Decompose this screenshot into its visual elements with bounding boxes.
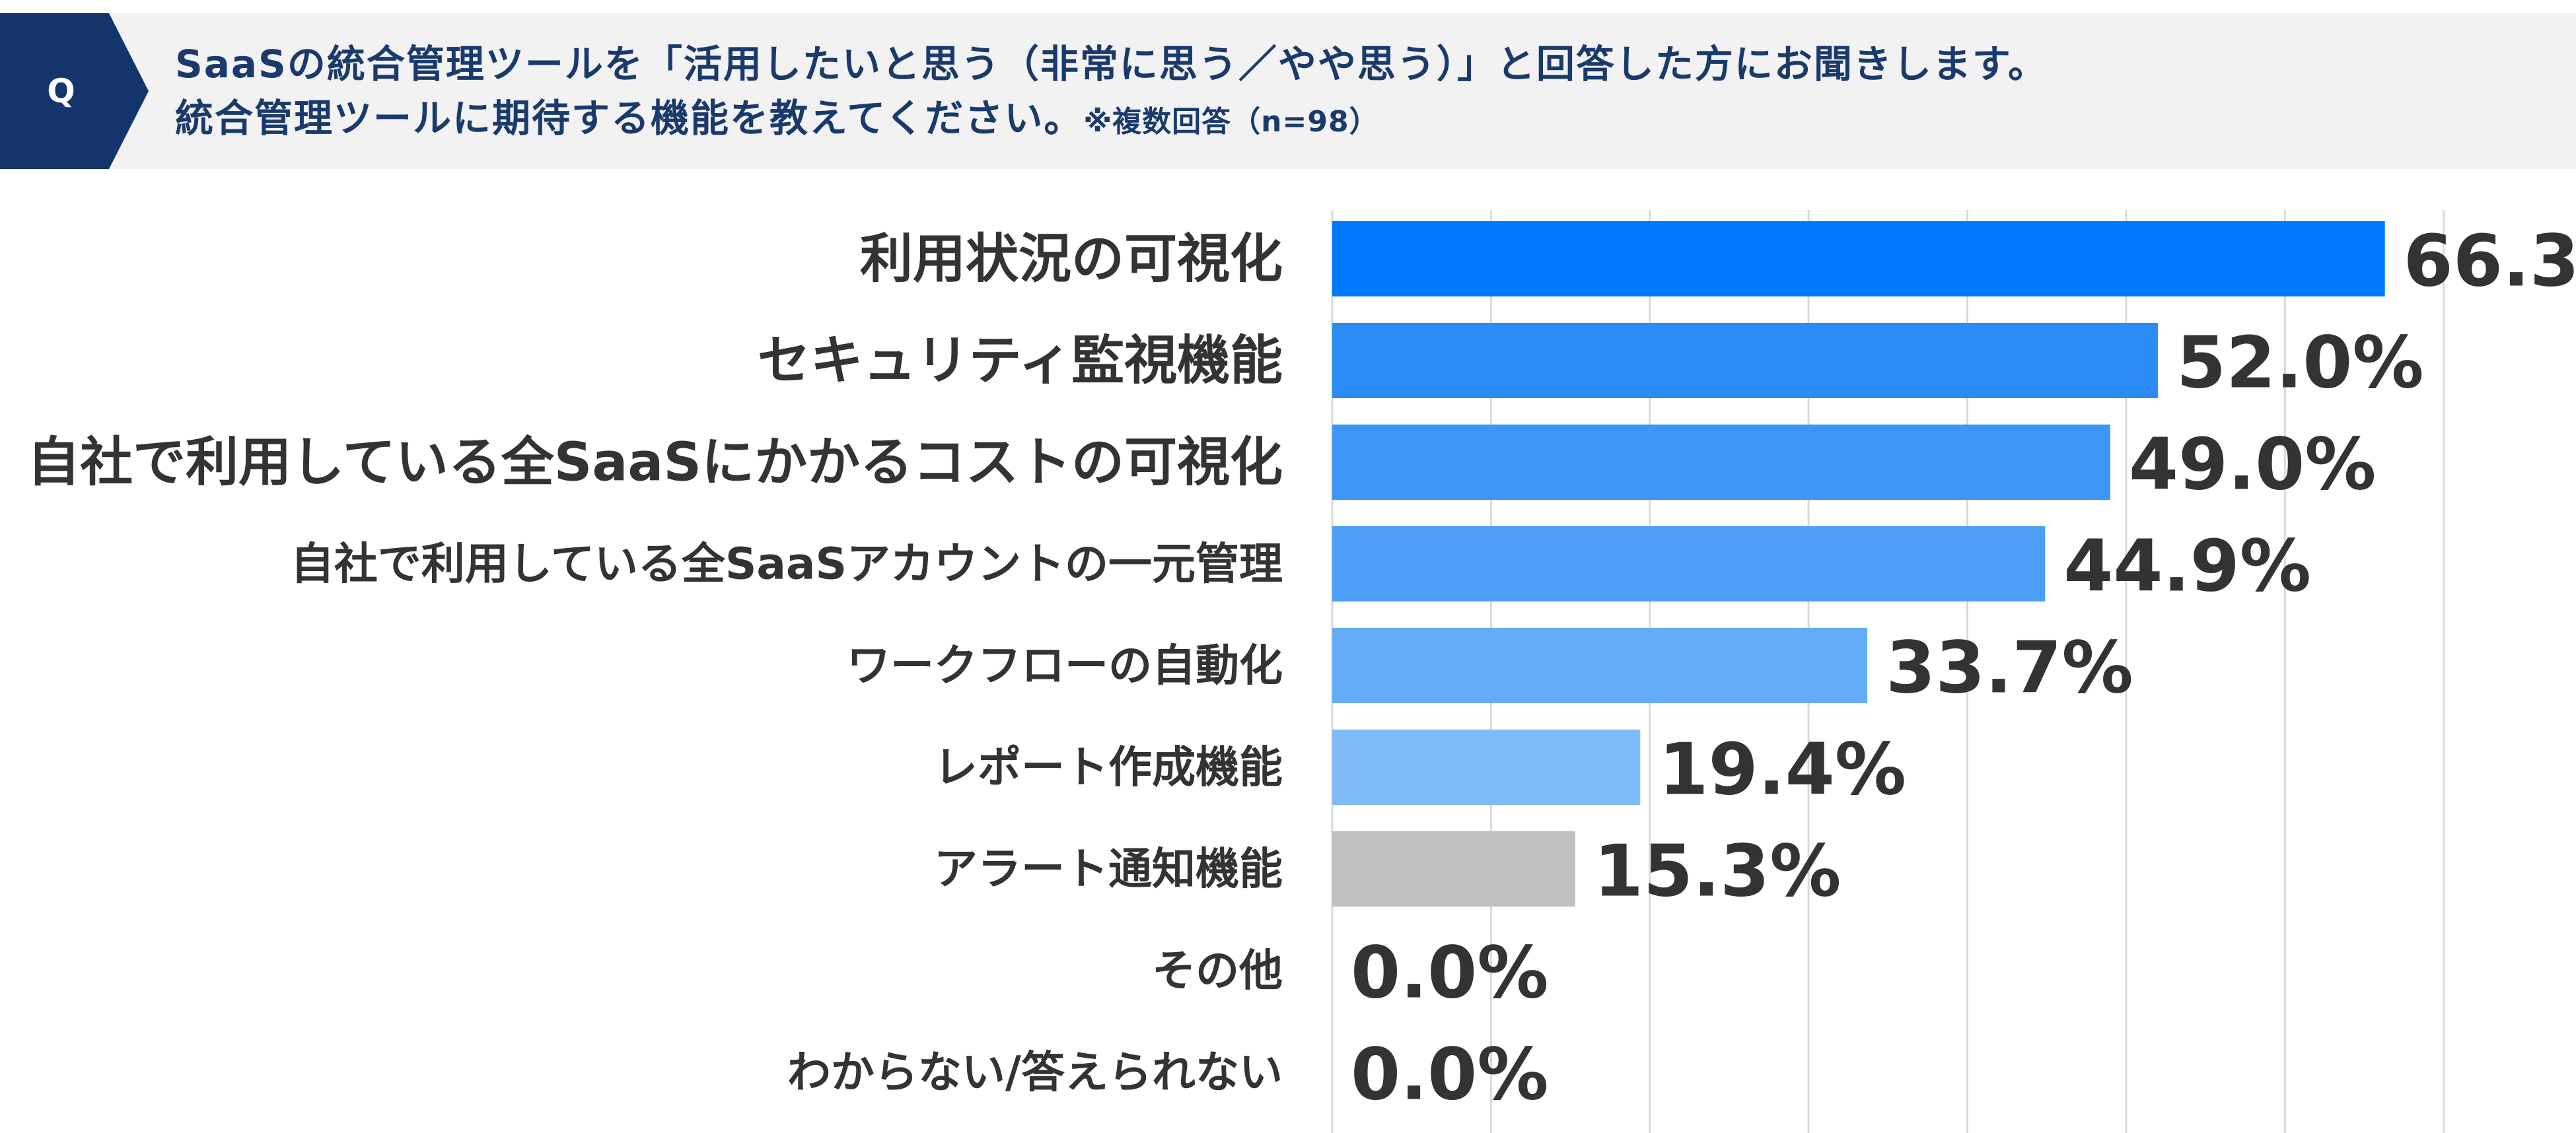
bar: [1332, 221, 2385, 296]
category-label: ワークフローの自動化: [847, 640, 1283, 691]
chart-value-labels: 66.3% 52.0% 49.0% 44.9% 33.7% 19.4% 15.3% 0.0% 0…: [1351, 221, 2576, 1116]
category-label: レポート作成機能: [934, 742, 1283, 793]
chart-bars: [1332, 221, 2385, 907]
value-label: 52.0%: [2176, 322, 2424, 405]
category-label: その他: [1152, 945, 1283, 996]
value-label: 66.3%: [2404, 221, 2576, 303]
question-line-1: SaaSの統合管理ツールを「活用したいと思う（非常に思う／やや思う）」と回答した…: [175, 42, 2048, 86]
question-badge-letter: Q: [47, 72, 75, 110]
question-text: SaaSの統合管理ツールを「活用したいと思う（非常に思う／やや思う）」と回答した…: [175, 37, 2526, 149]
bar: [1332, 831, 1575, 907]
bar: [1332, 425, 2110, 500]
value-label: 33.7%: [1886, 627, 2133, 710]
value-label: 49.0%: [2129, 424, 2377, 506]
category-label: 自社で利用している全SaaSにかかるコストの可視化: [27, 432, 1283, 493]
value-label: 0.0%: [1351, 932, 1549, 1015]
category-label: 利用状況の可視化: [860, 228, 1283, 290]
question-banner: [0, 13, 2576, 169]
value-label: 44.9%: [2063, 526, 2311, 608]
question-line-2-main: 統合管理ツールに期待する機能を教えてください。: [175, 96, 1084, 141]
bar: [1332, 323, 2158, 398]
category-label: セキュリティ監視機能: [758, 330, 1283, 392]
bar: [1332, 628, 1868, 703]
category-label: わからない/答えられない: [787, 1047, 1283, 1098]
value-label: 15.3%: [1594, 831, 1842, 913]
bar: [1332, 730, 1641, 805]
question-note: ※複数回答（n=98）: [1083, 105, 1379, 139]
question-line-2: 統合管理ツールに期待する機能を教えてください。※複数回答（n=98）: [175, 91, 2526, 149]
question-badge: [0, 13, 149, 169]
value-label: 19.4%: [1659, 729, 1906, 811]
badge-arrow-icon: [0, 13, 149, 169]
bar: [1332, 526, 2046, 601]
category-label: アラート通知機能: [934, 844, 1283, 895]
chart-category-labels: 利用状況の可視化セキュリティ監視機能自社で利用している全SaaSにかかるコストの…: [27, 228, 1283, 1098]
category-label: 自社で利用している全SaaSアカウントの一元管理: [291, 539, 1283, 590]
value-label: 0.0%: [1351, 1034, 1549, 1116]
